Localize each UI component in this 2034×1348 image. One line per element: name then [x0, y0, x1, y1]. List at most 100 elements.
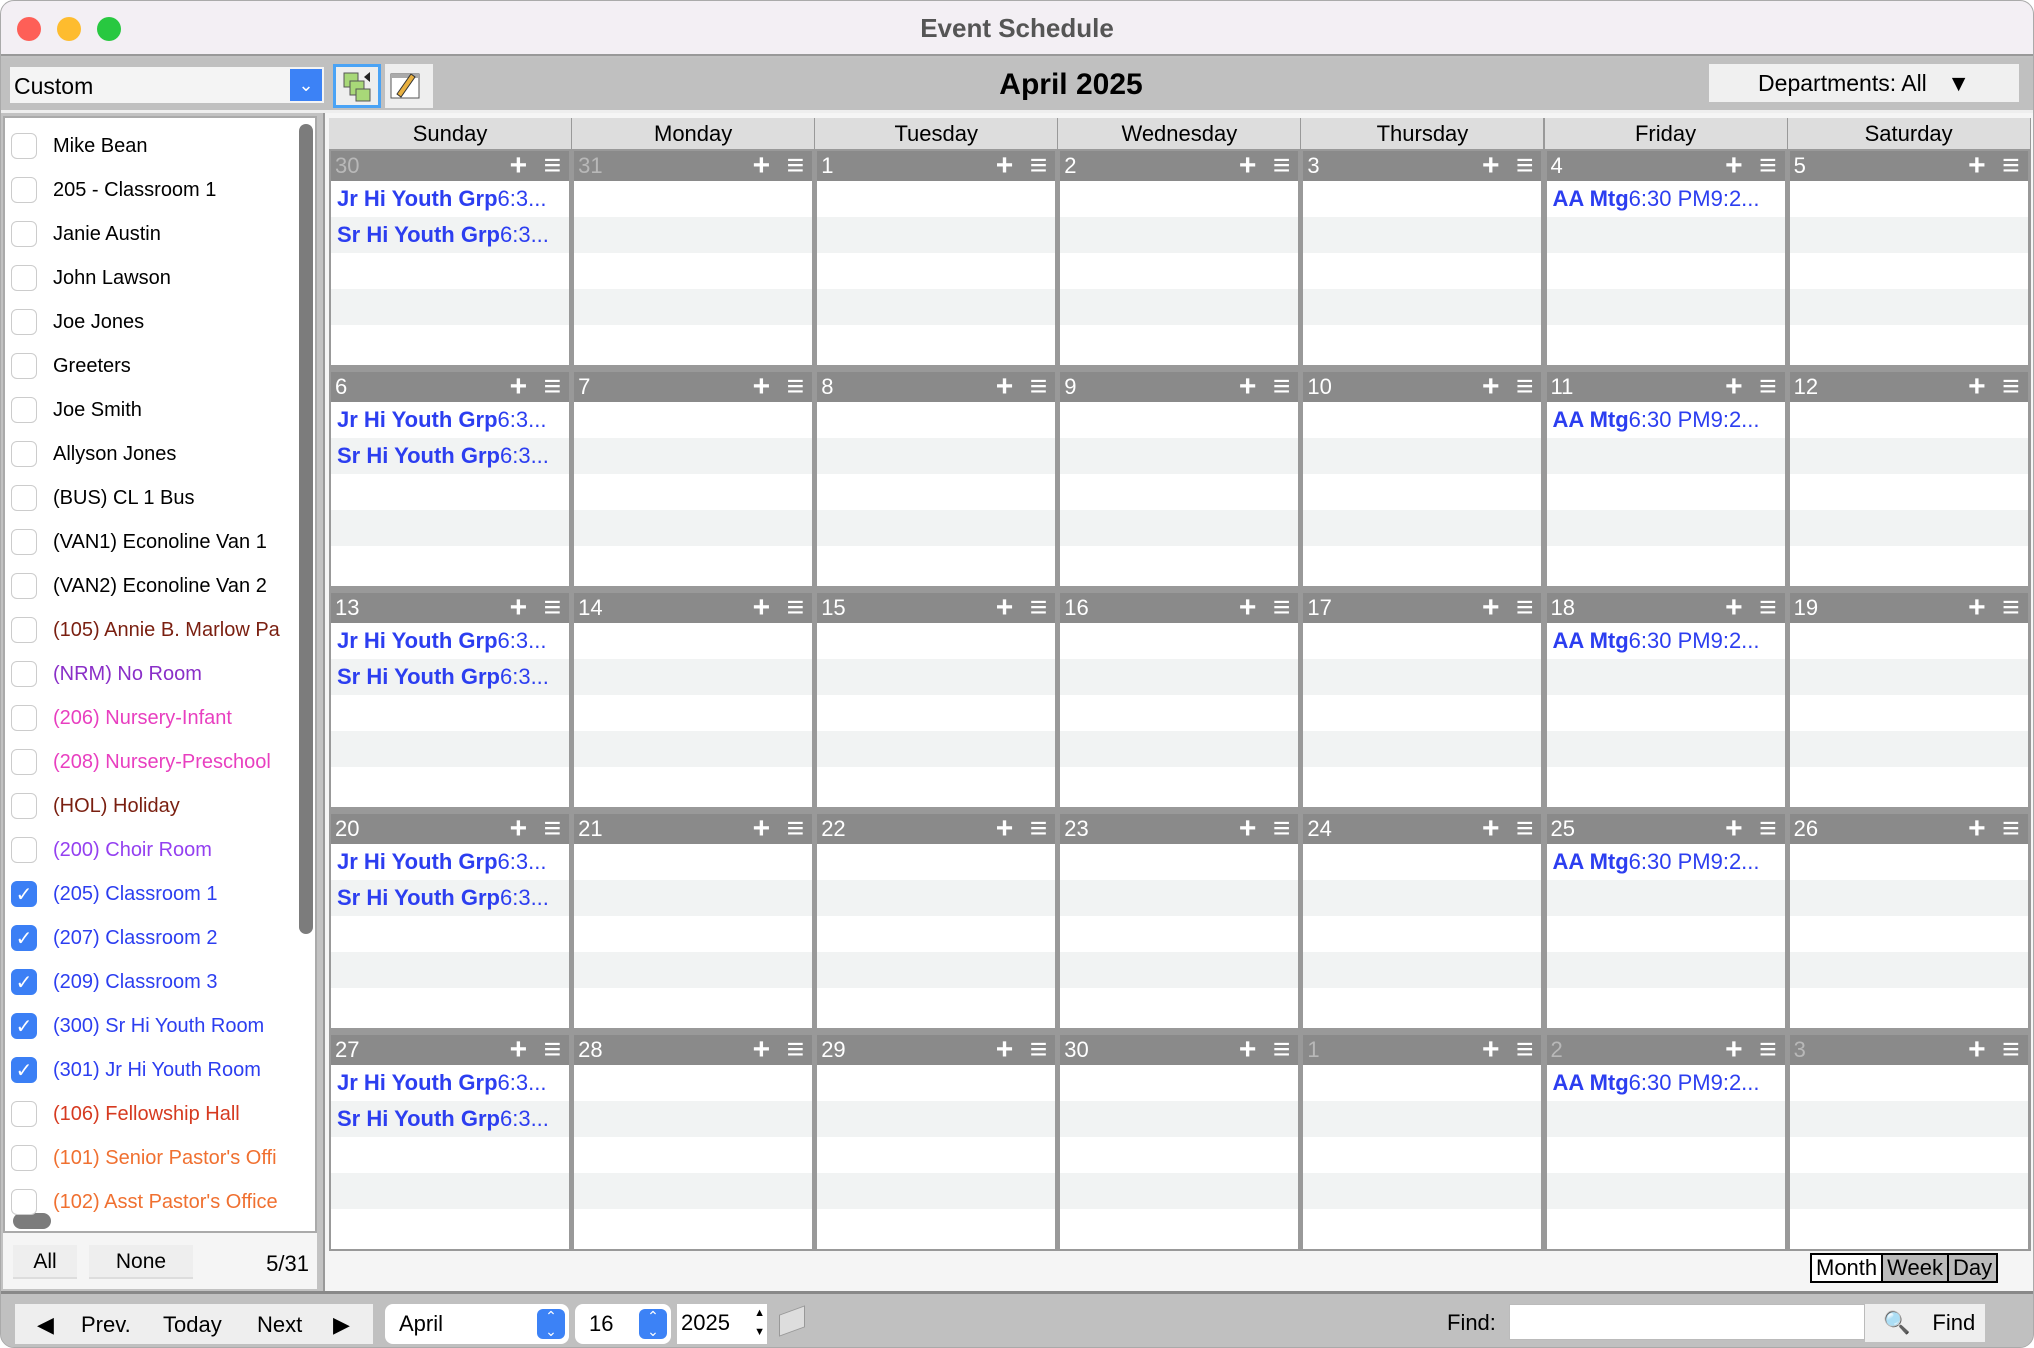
day-cell[interactable]: 9 + ≡ — [1060, 370, 1299, 586]
event-item[interactable]: Jr Hi Youth Grp6:3... — [331, 181, 569, 217]
checkbox[interactable]: ✓ — [11, 1057, 37, 1083]
departments-dropdown[interactable]: Departments: All ▼ — [1709, 64, 2019, 102]
checkbox[interactable] — [11, 397, 37, 423]
year-stepper[interactable]: ▲ ▼ — [754, 1307, 765, 1338]
plus-icon[interactable]: + — [1481, 370, 1500, 403]
plus-icon[interactable]: + — [1481, 812, 1500, 845]
hamburger-icon[interactable]: ≡ — [1515, 812, 1534, 845]
horizontal-scrollbar[interactable] — [13, 1213, 51, 1229]
today-button[interactable]: Today — [163, 1312, 222, 1337]
day-cell[interactable]: 6 + ≡ Jr Hi Youth Grp6:3... Sr Hi Youth Grp6… — [331, 370, 570, 586]
plus-icon[interactable]: + — [509, 812, 528, 845]
hamburger-icon[interactable]: ≡ — [786, 1033, 805, 1066]
day-cell[interactable]: 18 + ≡ AA Mtg6:30 PM9:2... — [1546, 593, 1785, 807]
plus-icon[interactable]: + — [1968, 370, 1986, 403]
resource-item[interactable]: (102) Asst Pastor's Office — [11, 1180, 291, 1224]
resource-item[interactable]: ✓ (300) Sr Hi Youth Room — [11, 1004, 291, 1048]
plus-icon[interactable]: + — [752, 149, 771, 182]
plus-icon[interactable]: + — [1968, 591, 1986, 624]
day-cell[interactable]: 2 + ≡ AA Mtg6:30 PM9:2... — [1546, 1033, 1785, 1249]
plus-icon[interactable]: + — [1725, 1033, 1743, 1066]
day-cell[interactable]: 14 + ≡ — [574, 591, 813, 807]
plus-icon[interactable]: + — [1968, 149, 1986, 182]
day-cell[interactable]: 24 + ≡ — [1303, 812, 1542, 1028]
checkbox[interactable] — [11, 265, 37, 291]
day-cell[interactable]: 20 + ≡ Jr Hi Youth Grp6:3... Sr Hi Youth Grp… — [331, 812, 570, 1028]
resource-item[interactable]: Joe Smith — [11, 388, 291, 432]
hamburger-icon[interactable]: ≡ — [1029, 591, 1048, 624]
plus-icon[interactable]: + — [1968, 812, 1986, 845]
checkbox[interactable] — [11, 661, 37, 687]
day-cell[interactable]: 29 + ≡ — [817, 1033, 1056, 1249]
select-none-button[interactable]: None — [89, 1245, 193, 1279]
plus-icon[interactable]: + — [1238, 149, 1257, 182]
day-cell[interactable]: 5 + ≡ — [1789, 149, 2028, 365]
resource-item[interactable]: (HOL) Holiday — [11, 784, 291, 828]
checkbox[interactable]: ✓ — [11, 1013, 37, 1039]
event-item[interactable]: Sr Hi Youth Grp6:3... — [331, 880, 570, 916]
plus-icon[interactable]: + — [752, 370, 771, 403]
plus-icon[interactable]: + — [509, 149, 528, 182]
day-cell[interactable]: 23 + ≡ — [1060, 812, 1299, 1028]
plus-icon[interactable]: + — [509, 1033, 528, 1066]
minimize-button[interactable] — [57, 17, 81, 41]
plus-icon[interactable]: + — [995, 1033, 1014, 1066]
checkbox[interactable] — [11, 1189, 37, 1215]
hamburger-icon[interactable]: ≡ — [1515, 1033, 1534, 1066]
day-cell[interactable]: 26 + ≡ — [1789, 812, 2028, 1028]
day-cell[interactable]: 16 + ≡ — [1060, 591, 1299, 807]
select-all-button[interactable]: All — [13, 1245, 77, 1279]
day-cell[interactable]: 1 + ≡ — [817, 149, 1056, 365]
hamburger-icon[interactable]: ≡ — [2002, 591, 2020, 624]
resource-item[interactable]: (208) Nursery-Preschool — [11, 740, 291, 784]
hamburger-icon[interactable]: ≡ — [1272, 812, 1291, 845]
hamburger-icon[interactable]: ≡ — [543, 812, 562, 845]
checkbox[interactable] — [11, 177, 37, 203]
checkbox[interactable] — [11, 529, 37, 555]
close-button[interactable] — [17, 17, 41, 41]
day-cell[interactable]: 25 + ≡ AA Mtg6:30 PM9:2... — [1546, 814, 1785, 1028]
event-item[interactable]: Jr Hi Youth Grp6:3... — [331, 1065, 569, 1101]
checkbox[interactable] — [11, 793, 37, 819]
checkbox[interactable]: ✓ — [11, 969, 37, 995]
plus-icon[interactable]: + — [1481, 1033, 1500, 1066]
find-input[interactable] — [1509, 1304, 1865, 1340]
calendar-picker-icon[interactable] — [779, 1305, 805, 1337]
resource-item[interactable]: (BUS) CL 1 Bus — [11, 476, 291, 520]
chevron-down-icon[interactable]: ⌄ — [290, 69, 322, 101]
hamburger-icon[interactable]: ≡ — [2002, 370, 2020, 403]
plus-icon[interactable]: + — [1238, 370, 1257, 403]
day-cell[interactable]: 10 + ≡ — [1303, 370, 1542, 586]
day-cell[interactable]: 3 + ≡ — [1303, 151, 1542, 365]
event-item[interactable]: AA Mtg6:30 PM9:2... — [1547, 844, 1785, 880]
plus-icon[interactable]: + — [1481, 591, 1500, 624]
resource-item[interactable]: Mike Bean — [11, 124, 291, 168]
event-item[interactable]: AA Mtg6:30 PM9:2... — [1547, 181, 1785, 217]
day-cell[interactable]: 3 + ≡ — [1789, 1033, 2028, 1249]
day-cell[interactable]: 8 + ≡ — [817, 372, 1056, 586]
day-cell[interactable]: 21 + ≡ — [574, 812, 813, 1028]
plus-icon[interactable]: + — [509, 370, 528, 403]
hamburger-icon[interactable]: ≡ — [2002, 1033, 2020, 1066]
edit-event-button[interactable] — [385, 64, 433, 108]
hamburger-icon[interactable]: ≡ — [1272, 149, 1291, 182]
hamburger-icon[interactable]: ≡ — [2002, 812, 2020, 845]
day-cell[interactable]: 12 + ≡ — [1789, 370, 2028, 586]
hamburger-icon[interactable]: ≡ — [786, 812, 805, 845]
checkbox[interactable]: ✓ — [11, 925, 37, 951]
hamburger-icon[interactable]: ≡ — [1029, 149, 1048, 182]
checkbox[interactable]: ✓ — [11, 881, 37, 907]
hamburger-icon[interactable]: ≡ — [786, 591, 805, 624]
checkbox[interactable] — [11, 221, 37, 247]
plus-icon[interactable]: + — [995, 591, 1014, 624]
checkbox[interactable] — [11, 837, 37, 863]
hamburger-icon[interactable]: ≡ — [543, 370, 562, 403]
resource-item[interactable]: Allyson Jones — [11, 432, 291, 476]
plus-icon[interactable]: + — [995, 812, 1014, 845]
checkbox[interactable] — [11, 705, 37, 731]
checkbox[interactable] — [11, 617, 37, 643]
checkbox[interactable] — [11, 133, 37, 159]
hamburger-icon[interactable]: ≡ — [1272, 591, 1291, 624]
day-cell[interactable]: 7 + ≡ — [574, 370, 813, 586]
vertical-scrollbar[interactable] — [299, 124, 313, 934]
